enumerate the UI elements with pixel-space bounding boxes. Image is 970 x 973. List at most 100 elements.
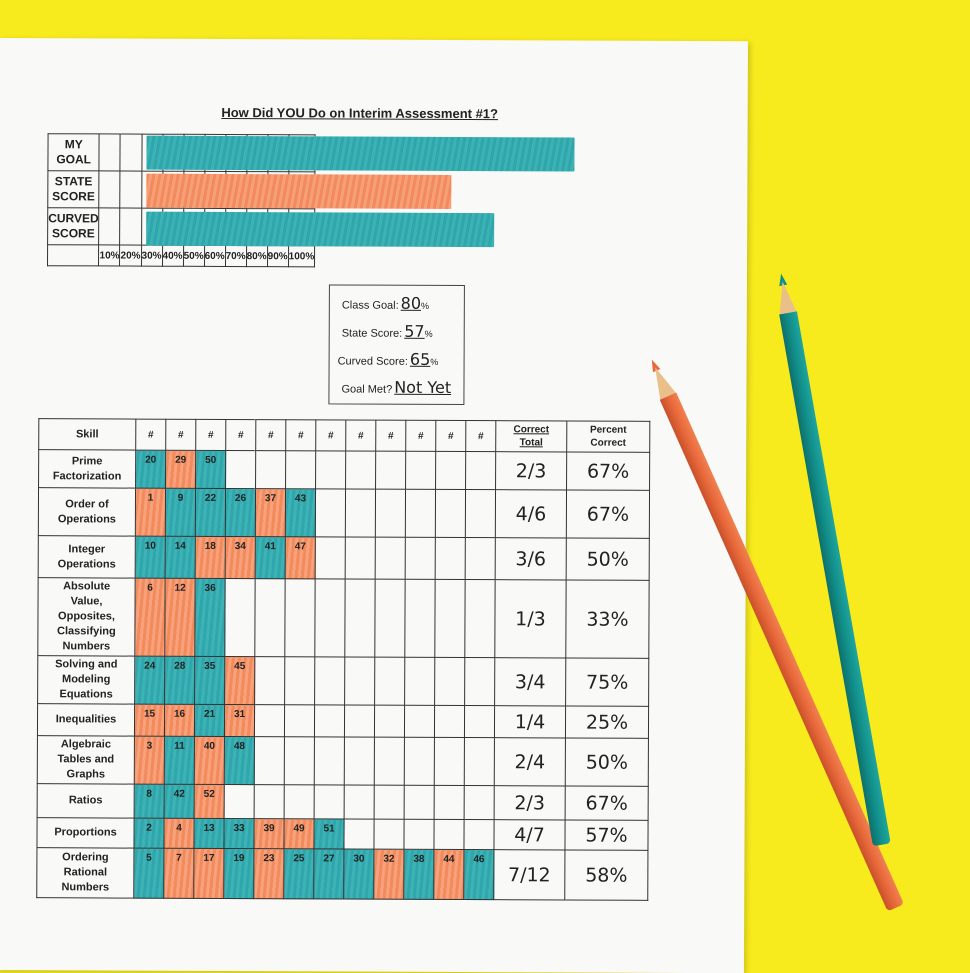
label-line: STATE [54, 174, 93, 189]
percent-correct: 33% [565, 579, 650, 659]
class-goal-label: Class Goal: [341, 299, 399, 312]
empty-cell [464, 705, 495, 738]
header-item-number: # [465, 420, 496, 452]
question-cell: 13 [193, 818, 225, 849]
percent-label: 90% [267, 245, 289, 267]
skill-name-line: Numbers [62, 640, 111, 653]
correct-total: 4/6 [495, 489, 567, 538]
class-goal-value: 80 [400, 293, 422, 313]
correct-total: 2/3 [495, 451, 567, 490]
empty-cell [435, 537, 466, 580]
correct-total: 1/4 [494, 705, 566, 738]
question-number: 3 [146, 740, 153, 752]
skill-row: Integer Operations 10 14 18 34 41 47 3/6 50% [38, 535, 650, 581]
skill-name-line: Opposites, [58, 610, 115, 623]
empty-cell [314, 656, 345, 706]
correct-total: 4/7 [493, 819, 566, 850]
correct-total: 7/12 [493, 849, 565, 900]
empty-cell [224, 578, 256, 657]
skill-name-line: Rational [63, 866, 108, 879]
skill-name-line: Operations [57, 512, 116, 526]
header-item-number: # [165, 419, 196, 451]
percent-label: 20% [119, 245, 142, 267]
empty-cell [254, 656, 285, 705]
question-number: 4 [176, 822, 182, 834]
question-number: 49 [293, 823, 305, 835]
goal-cell [99, 207, 121, 246]
empty-cell [314, 784, 345, 820]
goal-cell [120, 208, 142, 246]
question-cell: 20 [135, 450, 166, 489]
question-cell: 52 [194, 784, 225, 819]
percent-sign: % [424, 328, 433, 339]
empty-cell [315, 450, 346, 490]
empty-cell [374, 785, 405, 820]
question-number: 18 [204, 540, 216, 552]
question-number: 47 [294, 541, 306, 553]
empty-cell [344, 785, 375, 820]
question-number: 13 [203, 822, 215, 834]
correct-total: 3/6 [495, 537, 567, 580]
empty-cell [254, 784, 285, 819]
question-cell: 51 [313, 818, 345, 850]
percent-label: 80% [246, 245, 268, 267]
question-cell: 28 [164, 656, 195, 705]
question-number: 33 [233, 823, 245, 835]
empty-cell [344, 657, 375, 706]
question-number: 38 [413, 853, 425, 865]
question-cell: 40 [194, 736, 225, 785]
empty-cell [405, 451, 436, 490]
question-number: 43 [294, 493, 307, 505]
question-number: 46 [473, 854, 485, 866]
question-cell: 46 [463, 849, 494, 900]
label-line: SCORE [52, 189, 95, 204]
question-number: 9 [177, 492, 184, 504]
question-cell: 2 [133, 818, 165, 849]
question-cell: 25 [283, 848, 314, 899]
percent-correct: 67% [565, 785, 649, 821]
skill-name: Absolute Value, Opposites, Classifying Numbe… [37, 577, 136, 657]
empty-cell [435, 489, 466, 538]
skill-row: Prime Factorization 20 29 50 2/3 67% [38, 449, 650, 491]
question-cell: 7 [163, 848, 194, 899]
question-cell: 45 [224, 656, 255, 705]
percent-correct: 57% [564, 819, 649, 851]
question-number: 21 [203, 708, 216, 720]
question-cell: 48 [224, 736, 255, 785]
percent-label: 10% [98, 244, 121, 267]
question-number: 20 [145, 454, 157, 466]
label-line: GOAL [56, 152, 92, 167]
question-cell: 12 [164, 578, 196, 657]
worksheet-paper: How Did YOU Do on Interim Assessment #1?… [0, 38, 748, 973]
skill-name-line: Modeling [62, 673, 111, 686]
skill-name-line: Classifying [57, 625, 116, 638]
question-number: 28 [174, 660, 186, 672]
empty-cell [375, 451, 406, 490]
empty-cell [433, 819, 465, 850]
empty-cell [434, 657, 465, 706]
correct-total: 2/3 [494, 785, 566, 820]
goal-cell [99, 170, 121, 209]
skill-row: Algebraic Tables and Graphs 3 11 40 48 2/4 50% [37, 735, 649, 787]
question-cell: 8 [134, 784, 165, 819]
empty-cell [373, 819, 405, 850]
question-cell: 43 [285, 488, 316, 537]
skill-row: Inequalities 15 16 21 31 1/4 25% [37, 703, 649, 739]
goal-bar [146, 135, 575, 172]
percent-sign: % [421, 300, 430, 311]
empty-cell [374, 737, 405, 786]
goal-met-value: Not Yet [394, 377, 452, 397]
question-number: 42 [173, 788, 185, 800]
question-number: 6 [147, 582, 153, 594]
header-item-number: # [405, 420, 436, 452]
question-cell: 11 [164, 736, 195, 785]
percent-correct: 25% [565, 705, 649, 739]
percent-correct: 50% [566, 537, 650, 581]
label-line: CURVED [48, 211, 99, 226]
skill-name-line: Value, [70, 595, 103, 608]
question-number: 17 [203, 852, 215, 864]
question-number: 11 [174, 740, 185, 752]
correct-total: 2/4 [494, 737, 566, 786]
percent-correct: 75% [565, 657, 649, 707]
question-cell: 4 [163, 818, 195, 849]
